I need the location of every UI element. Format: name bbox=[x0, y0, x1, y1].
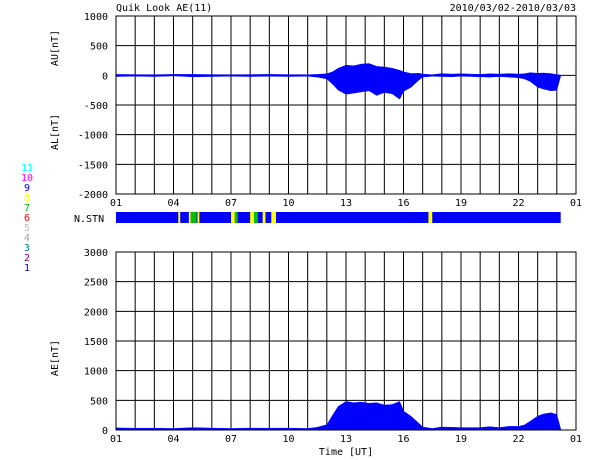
x-tick-label: 01 bbox=[110, 434, 122, 445]
legend-item-2: 2 bbox=[23, 253, 31, 264]
y-tick-label: 0 bbox=[102, 71, 108, 82]
station-bar-segment bbox=[197, 212, 200, 223]
y-tick-label: 1500 bbox=[84, 337, 108, 348]
ae-y-ticks: 3000 2500 2000 1500 1000 500 0 bbox=[84, 248, 108, 437]
x-tick-label: 22 bbox=[512, 434, 524, 445]
x-tick-label: 10 bbox=[282, 434, 294, 445]
y-tick-label: 1000 bbox=[84, 367, 108, 378]
x-tick-label: 22 bbox=[512, 198, 524, 209]
date-range: 2010/03/02-2010/03/03 bbox=[450, 3, 576, 14]
station-bar-segment bbox=[190, 212, 197, 223]
ae-frame bbox=[115, 251, 577, 431]
y-tick-label: -2000 bbox=[78, 190, 108, 201]
au-axis-label: AU[nT] bbox=[50, 30, 61, 66]
time-axis-label: Time [UT] bbox=[319, 447, 373, 458]
station-bar-segment bbox=[234, 212, 238, 223]
station-bar-segment bbox=[428, 212, 433, 223]
station-bar-segment bbox=[254, 212, 258, 223]
station-bar-segment bbox=[262, 212, 266, 223]
y-tick-label: 500 bbox=[90, 396, 108, 407]
au-al-data bbox=[115, 63, 561, 100]
legend-item-9: 9 bbox=[23, 183, 31, 194]
x-tick-label: 13 bbox=[340, 198, 352, 209]
chart-title: Quik Look AE(11) bbox=[116, 3, 212, 14]
ae-data bbox=[115, 401, 561, 431]
x-tick-label: 07 bbox=[225, 434, 237, 445]
y-tick-label: 3000 bbox=[84, 248, 108, 259]
legend-item-5: 5 bbox=[23, 223, 31, 234]
x-tick-label: 16 bbox=[397, 198, 409, 209]
y-tick-label: 500 bbox=[90, 42, 108, 53]
au-al-envelope bbox=[115, 63, 561, 100]
x-tick-label: 16 bbox=[397, 434, 409, 445]
legend-item-6: 6 bbox=[23, 213, 31, 224]
station-bar-segment bbox=[231, 212, 235, 223]
station-bar-segment bbox=[250, 212, 254, 223]
x-tick-label: 10 bbox=[282, 198, 294, 209]
station-count-panel: N.STN bbox=[74, 212, 561, 225]
au-al-y-ticks: 1000 500 0 -500 -1000 -1500 -2000 bbox=[78, 12, 108, 201]
ae-area bbox=[115, 401, 561, 431]
x-tick-label: 04 bbox=[167, 198, 179, 209]
x-tick-label: 19 bbox=[455, 198, 467, 209]
station-bar-segment bbox=[188, 212, 191, 223]
station-bar-base bbox=[116, 212, 561, 223]
au-al-frame bbox=[115, 15, 577, 195]
legend-item-1: 1 bbox=[23, 263, 31, 274]
legend-item-7: 7 bbox=[23, 203, 31, 214]
x-tick-label: 07 bbox=[225, 198, 237, 209]
station-bar-segment bbox=[178, 212, 181, 223]
legend-item-8: 8 bbox=[23, 193, 31, 204]
station-color-legend: 11 10 9 8 7 6 5 4 3 2 1 bbox=[18, 164, 36, 274]
au-al-x-ticks: 01 04 07 10 13 16 19 22 01 bbox=[110, 198, 582, 209]
ae-axis-label: AE[nT] bbox=[50, 340, 61, 376]
legend-item-11: 11 bbox=[20, 163, 34, 174]
station-count-bar bbox=[116, 212, 561, 223]
au-al-grid bbox=[116, 15, 576, 195]
legend-item-4: 4 bbox=[23, 233, 31, 244]
x-tick-label: 13 bbox=[340, 434, 352, 445]
y-tick-label: 1000 bbox=[84, 12, 108, 23]
x-tick-label: 01 bbox=[570, 198, 582, 209]
x-tick-label: 01 bbox=[110, 198, 122, 209]
legend-item-3: 3 bbox=[23, 243, 31, 254]
y-tick-label: -1500 bbox=[78, 160, 108, 171]
station-bar-segment bbox=[271, 212, 277, 223]
station-count-label: N.STN bbox=[74, 214, 104, 225]
y-tick-label: 2500 bbox=[84, 278, 108, 289]
x-tick-label: 01 bbox=[570, 434, 582, 445]
y-tick-label: 0 bbox=[102, 426, 108, 437]
au-al-panel: 1000 500 0 -500 -1000 -1500 -2000 01 04 07 10 13 16… bbox=[50, 12, 582, 209]
ae-x-ticks: 01 04 07 10 13 16 19 22 01 bbox=[110, 434, 582, 445]
y-tick-label: -1000 bbox=[78, 131, 108, 142]
x-tick-label: 04 bbox=[167, 434, 179, 445]
al-axis-label: AL[nT] bbox=[50, 114, 61, 150]
y-tick-label: -500 bbox=[84, 101, 108, 112]
ae-panel: 3000 2500 2000 1500 1000 500 0 01 04 07 10 13 16 19 2… bbox=[50, 248, 582, 458]
legend-item-10: 10 bbox=[20, 173, 34, 184]
x-tick-label: 19 bbox=[455, 434, 467, 445]
y-tick-label: 2000 bbox=[84, 307, 108, 318]
